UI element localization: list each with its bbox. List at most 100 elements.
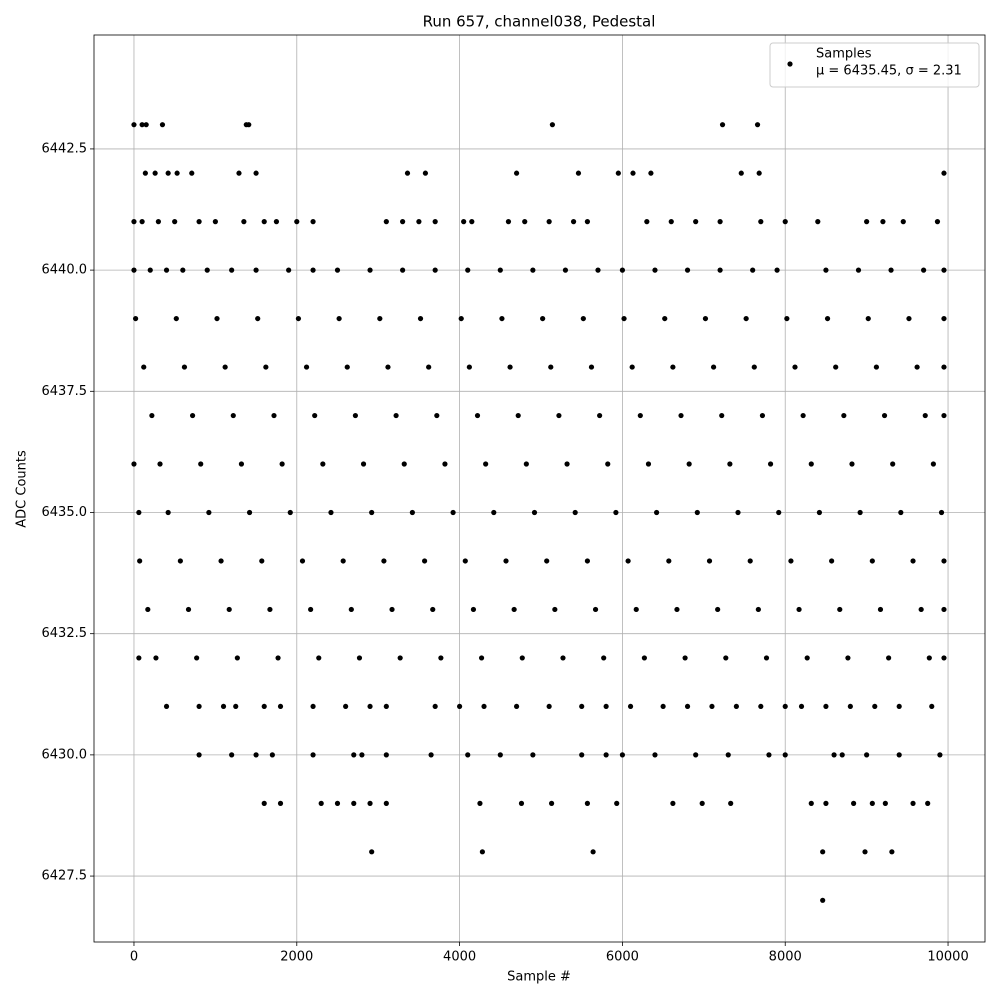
data-point — [275, 655, 281, 661]
data-point — [204, 267, 210, 273]
data-point — [723, 655, 729, 661]
data-point — [941, 655, 947, 661]
data-point — [754, 122, 761, 128]
data-point — [308, 606, 314, 613]
data-point — [725, 752, 731, 758]
data-point — [784, 315, 790, 322]
data-point — [782, 219, 788, 225]
data-point — [367, 267, 373, 273]
data-point — [196, 219, 202, 225]
data-point — [226, 606, 232, 613]
data-point — [479, 849, 485, 855]
data-point — [694, 509, 700, 516]
data-point — [914, 364, 920, 370]
data-point — [546, 703, 552, 710]
data-point — [926, 655, 932, 661]
data-point — [367, 703, 373, 710]
data-point — [886, 655, 892, 661]
data-point — [584, 800, 591, 806]
data-point — [941, 267, 947, 273]
data-point — [145, 606, 151, 613]
data-point — [401, 461, 407, 467]
data-point — [709, 703, 715, 710]
data-point — [255, 315, 261, 322]
data-point — [849, 461, 855, 467]
data-point — [758, 703, 764, 710]
x-tick-label: 8000 — [769, 950, 802, 965]
data-point — [684, 267, 691, 273]
data-point — [277, 703, 284, 710]
data-point — [788, 558, 794, 564]
y-tick-label: 6442.5 — [42, 141, 88, 156]
data-point — [823, 267, 829, 273]
data-point — [900, 219, 906, 225]
y-tick-label: 6432.5 — [42, 626, 88, 641]
data-point — [808, 461, 814, 467]
data-point — [367, 800, 373, 806]
data-point — [426, 364, 432, 370]
data-point — [136, 655, 142, 661]
data-point — [287, 509, 293, 516]
data-point — [702, 315, 709, 322]
data-point — [139, 219, 145, 225]
data-point — [273, 219, 280, 225]
data-point — [601, 655, 607, 661]
data-point — [136, 509, 142, 516]
data-point — [165, 509, 171, 516]
data-point — [220, 703, 227, 710]
data-point — [360, 461, 367, 467]
data-point — [625, 558, 631, 564]
x-tick-label: 6000 — [606, 950, 639, 965]
data-point — [340, 558, 346, 564]
data-point — [229, 752, 235, 758]
data-point — [469, 219, 475, 225]
data-point — [497, 752, 503, 758]
data-point — [295, 315, 302, 322]
data-point — [466, 364, 472, 370]
data-point — [845, 655, 851, 661]
data-point — [428, 752, 434, 758]
data-point — [798, 703, 805, 710]
data-point — [627, 703, 634, 710]
data-point — [147, 267, 153, 273]
data-point — [491, 509, 497, 516]
data-point — [592, 606, 599, 613]
data-point — [864, 752, 870, 758]
data-point — [560, 655, 566, 661]
data-point — [334, 267, 341, 273]
data-point — [674, 606, 680, 613]
data-point — [839, 752, 845, 758]
data-point — [670, 364, 676, 370]
data-point — [194, 655, 200, 661]
data-point — [759, 412, 766, 419]
data-point — [189, 412, 196, 419]
data-point — [816, 509, 823, 516]
data-point — [269, 752, 275, 758]
data-point — [351, 800, 357, 806]
data-point — [766, 752, 772, 758]
data-point — [229, 267, 235, 273]
data-point — [348, 606, 354, 613]
data-point — [499, 315, 505, 322]
data-point — [562, 267, 569, 273]
data-point — [579, 703, 585, 710]
data-point — [941, 170, 947, 176]
data-point — [782, 703, 788, 710]
data-point — [823, 800, 829, 806]
data-point — [941, 315, 947, 322]
data-point — [605, 461, 611, 467]
data-point — [442, 461, 448, 467]
x-tick-label: 10000 — [927, 950, 968, 965]
data-point — [153, 655, 159, 661]
data-point — [477, 800, 483, 806]
data-point — [728, 800, 734, 806]
data-point — [756, 170, 762, 176]
data-point — [865, 315, 871, 322]
data-point — [530, 267, 536, 273]
data-point — [152, 170, 158, 176]
data-point — [588, 364, 595, 370]
data-point — [261, 219, 267, 225]
data-point — [693, 219, 699, 225]
data-point — [544, 558, 550, 564]
data-point — [579, 752, 585, 758]
